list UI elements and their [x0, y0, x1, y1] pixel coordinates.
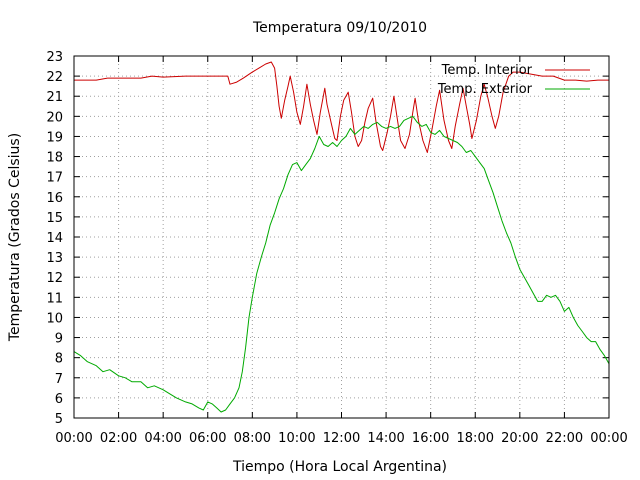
chart-title: Temperatura 09/10/2010	[252, 20, 427, 36]
y-tick-label: 14	[46, 231, 63, 246]
x-tick-label: 22:00	[546, 431, 583, 446]
y-tick-label: 6	[55, 392, 63, 407]
series-line-interior	[74, 61, 609, 153]
x-tick-label: 20:00	[501, 431, 538, 446]
y-tick-label: 16	[46, 191, 63, 206]
y-tick-label: 20	[46, 110, 63, 125]
y-tick-label: 19	[46, 130, 63, 145]
x-tick-labels: 00:00 02:00 04:00 06:00 08:00 10:00 12:00 14:00…	[55, 431, 627, 446]
y-axis-label: Temperatura (Grados Celsius)	[7, 133, 23, 342]
x-tick-label: 08:00	[234, 431, 271, 446]
grid-lines	[74, 56, 609, 418]
y-tick-label: 7	[55, 372, 63, 387]
x-tick-label: 02:00	[100, 431, 137, 446]
y-tick-label: 5	[55, 412, 63, 427]
x-tick-label: 10:00	[278, 431, 315, 446]
x-axis-label: Tiempo (Hora Local Argentina)	[232, 459, 447, 475]
legend-label: Temp. Exterior	[437, 82, 533, 97]
y-tick-label: 23	[46, 50, 63, 65]
plot-frame	[73, 55, 610, 419]
y-tick-label: 15	[46, 211, 63, 226]
y-tick-label: 12	[46, 271, 63, 286]
series-lines	[73, 61, 610, 413]
x-tick-label: 00:00	[590, 431, 627, 446]
y-tick-label: 9	[55, 332, 63, 347]
y-tick-label: 22	[46, 70, 63, 85]
x-tick-label: 14:00	[367, 431, 404, 446]
legend-label: Temp. Interior	[441, 63, 533, 78]
axis-ticks	[73, 55, 610, 419]
series-line-exterior	[73, 115, 610, 413]
x-tick-label: 16:00	[412, 431, 449, 446]
y-tick-label: 8	[55, 352, 63, 367]
x-tick-label: 00:00	[55, 431, 92, 446]
legend: Temp. Interior Temp. Exterior	[437, 63, 590, 97]
y-tick-label: 10	[46, 311, 63, 326]
y-tick-label: 18	[46, 151, 63, 166]
x-tick-label: 06:00	[189, 431, 226, 446]
y-tick-label: 17	[46, 171, 63, 186]
y-tick-label: 11	[46, 291, 63, 306]
x-tick-label: 12:00	[323, 431, 360, 446]
y-tick-label: 21	[46, 90, 63, 105]
y-tick-label: 13	[46, 251, 63, 266]
x-tick-label: 04:00	[144, 431, 181, 446]
x-tick-label: 18:00	[457, 431, 494, 446]
y-tick-labels: 5 6 7 8 9 10 11 12 13 14 15 16 17 18 19 20 21 22 23	[46, 50, 63, 427]
